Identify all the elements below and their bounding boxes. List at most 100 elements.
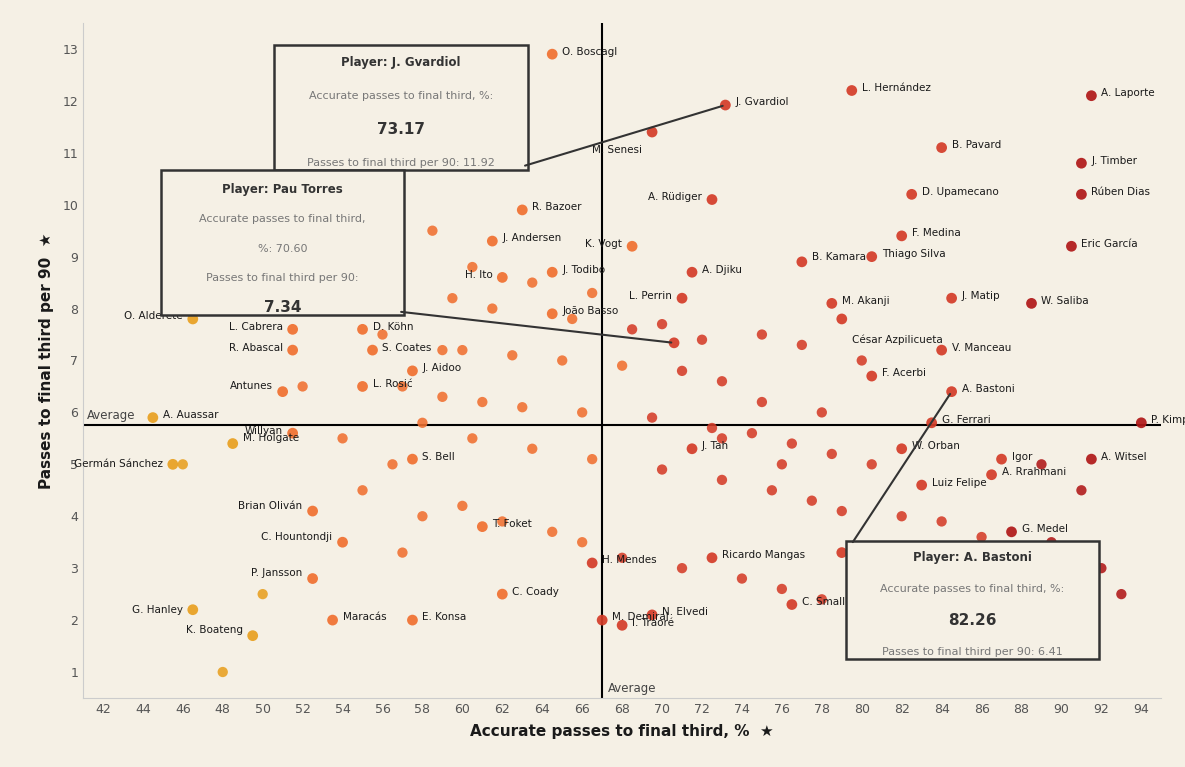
Point: [293, 380, 312, 393]
Point: [412, 510, 431, 522]
Point: [482, 235, 501, 247]
Text: D. Köhn: D. Köhn: [372, 321, 414, 332]
Point: [1072, 484, 1091, 496]
Text: J. Todibo: J. Todibo: [562, 265, 606, 275]
Point: [283, 344, 302, 356]
Point: [622, 240, 641, 252]
Point: [902, 188, 921, 200]
Text: L. Perrin: L. Perrin: [629, 291, 672, 301]
Point: [1112, 588, 1130, 601]
Point: [752, 328, 771, 341]
Text: Willyan: Willyan: [244, 426, 283, 436]
Text: G. Ferrari: G. Ferrari: [942, 415, 991, 425]
Text: C. Coady: C. Coady: [512, 587, 559, 597]
Text: M. Senesi: M. Senesi: [592, 145, 642, 155]
Point: [863, 458, 882, 470]
Text: J. Tah: J. Tah: [702, 441, 729, 451]
Point: [942, 386, 961, 398]
Point: [583, 453, 602, 466]
Point: [513, 401, 532, 413]
Point: [423, 225, 442, 237]
Point: [813, 407, 832, 419]
Text: L. Rosić: L. Rosić: [372, 379, 412, 389]
Point: [303, 505, 322, 517]
Point: [752, 396, 771, 408]
Text: C. Hountondji: C. Hountondji: [262, 532, 333, 542]
Point: [712, 433, 731, 445]
Text: Rúben Dias: Rúben Dias: [1091, 186, 1151, 197]
Text: 82.26: 82.26: [948, 614, 997, 628]
Text: J. Gvardiol: J. Gvardiol: [736, 97, 789, 107]
Point: [673, 365, 692, 377]
Text: O. Boscagl: O. Boscagl: [562, 47, 617, 57]
Text: V. Manceau: V. Manceau: [952, 343, 1011, 353]
Text: F. Medina: F. Medina: [911, 229, 960, 239]
Point: [863, 251, 882, 263]
Point: [773, 583, 792, 595]
Point: [982, 469, 1001, 481]
Point: [665, 337, 684, 349]
Point: [992, 453, 1011, 466]
Point: [143, 411, 162, 423]
Point: [283, 323, 302, 335]
Text: A. Djiku: A. Djiku: [702, 265, 742, 275]
Point: [1072, 188, 1091, 200]
Text: D. Upamecano: D. Upamecano: [922, 186, 999, 197]
Point: [703, 193, 722, 206]
Point: [683, 266, 702, 278]
Point: [513, 204, 532, 216]
Point: [552, 354, 571, 367]
Text: S. Coates: S. Coates: [383, 343, 431, 353]
Point: [523, 443, 542, 455]
Point: [173, 458, 192, 470]
Point: [743, 427, 762, 439]
Point: [992, 614, 1011, 626]
Point: [1062, 240, 1081, 252]
Point: [493, 588, 512, 601]
Text: Germán Sánchez: Germán Sánchez: [73, 459, 162, 469]
Point: [642, 411, 661, 423]
Point: [773, 458, 792, 470]
Point: [523, 276, 542, 288]
Point: [543, 525, 562, 538]
Point: [213, 666, 232, 678]
Point: [373, 328, 392, 341]
Text: Accurate passes to final third, %:: Accurate passes to final third, %:: [880, 584, 1064, 594]
Text: J. Andersen: J. Andersen: [502, 233, 562, 243]
Point: [933, 141, 952, 153]
Text: A. Laporte: A. Laporte: [1101, 88, 1155, 98]
Text: P. Kimpembe: P. Kimpembe: [1152, 415, 1185, 425]
Point: [463, 261, 482, 273]
Text: R. Bazoer: R. Bazoer: [532, 202, 582, 212]
Text: Player: J. Gvardiol: Player: J. Gvardiol: [341, 56, 461, 69]
Point: [403, 614, 422, 626]
Text: P. Kalulu: P. Kalulu: [852, 545, 896, 555]
Point: [353, 380, 372, 393]
Point: [712, 474, 731, 486]
Text: Brian Oliván: Brian Oliván: [238, 501, 302, 511]
Text: A. Auassar: A. Auassar: [162, 410, 218, 420]
Point: [353, 323, 372, 335]
Text: Luiz Felipe: Luiz Felipe: [931, 478, 986, 488]
Point: [762, 484, 781, 496]
Point: [683, 443, 702, 455]
Text: G. Hanley: G. Hanley: [132, 604, 182, 614]
Point: [543, 266, 562, 278]
Point: [793, 255, 812, 268]
Text: T. Foket: T. Foket: [492, 519, 532, 529]
Point: [822, 298, 841, 310]
Point: [782, 598, 801, 611]
Text: A. Rrahmani: A. Rrahmani: [1001, 467, 1065, 477]
Point: [493, 515, 512, 528]
Point: [703, 422, 722, 434]
Point: [613, 619, 632, 631]
Point: [463, 433, 482, 445]
Text: C. Smalling: C. Smalling: [802, 597, 861, 607]
Point: [274, 386, 293, 398]
Point: [433, 390, 451, 403]
Point: [712, 375, 731, 387]
Text: W. Saliba: W. Saliba: [1042, 296, 1089, 306]
Text: I. Traoré: I. Traoré: [632, 617, 674, 627]
Point: [892, 443, 911, 455]
Point: [592, 614, 611, 626]
